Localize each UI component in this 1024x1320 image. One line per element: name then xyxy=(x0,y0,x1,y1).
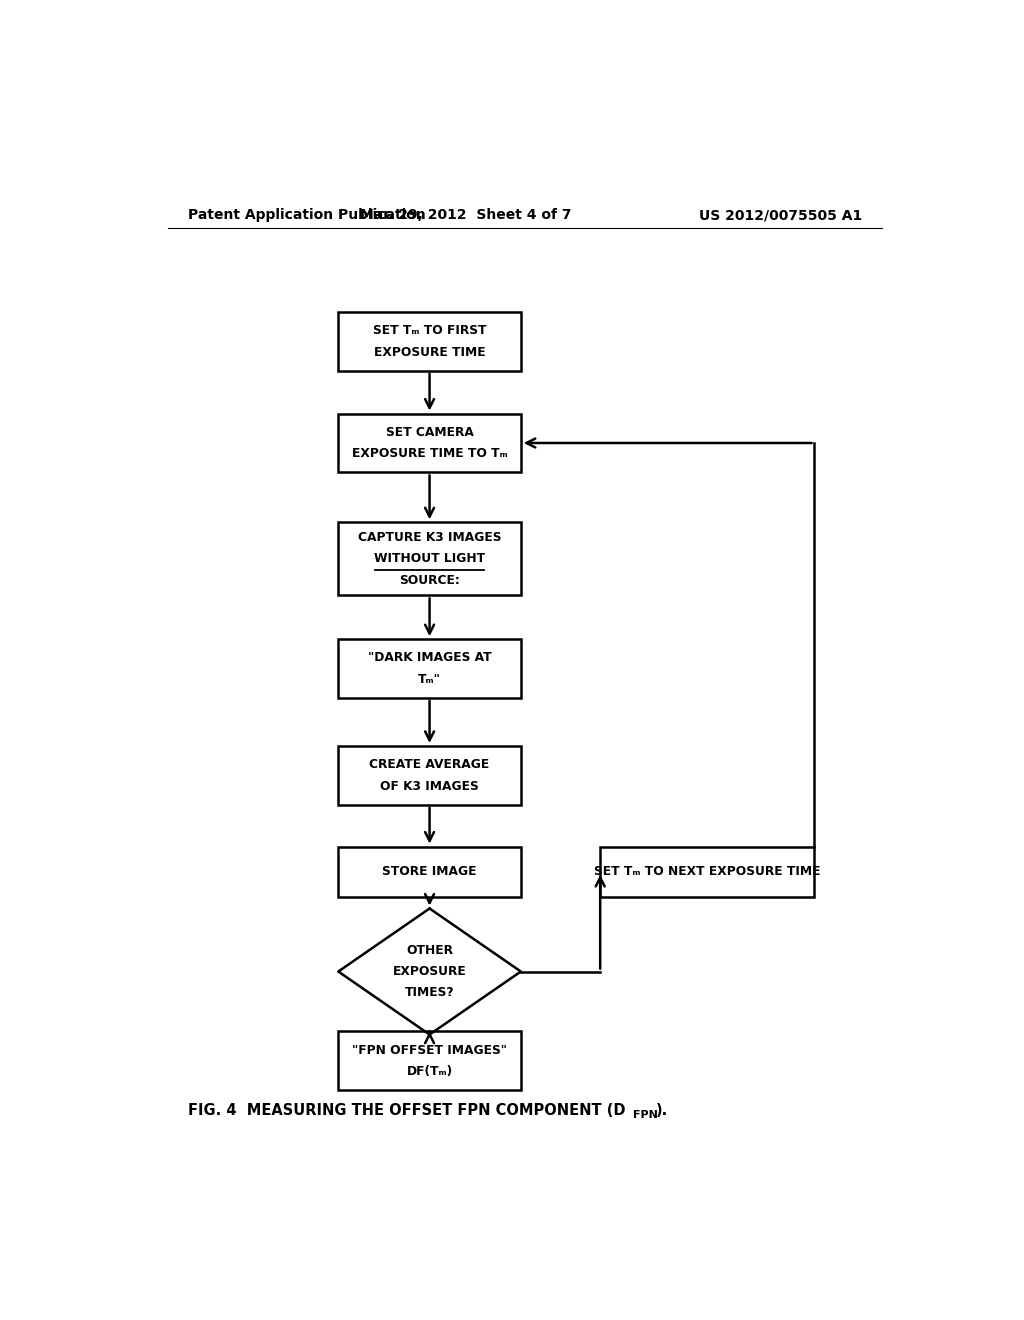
Text: SET Tₘ TO FIRST: SET Tₘ TO FIRST xyxy=(373,325,486,337)
Text: Mar. 29, 2012  Sheet 4 of 7: Mar. 29, 2012 Sheet 4 of 7 xyxy=(359,209,571,222)
Text: EXPOSURE: EXPOSURE xyxy=(392,965,467,978)
Text: "DARK IMAGES AT: "DARK IMAGES AT xyxy=(368,652,492,664)
Text: SOURCE:: SOURCE: xyxy=(399,574,460,586)
Text: Patent Application Publication: Patent Application Publication xyxy=(187,209,425,222)
Bar xyxy=(338,846,521,898)
Text: "FPN OFFSET IMAGES": "FPN OFFSET IMAGES" xyxy=(352,1044,507,1057)
Bar xyxy=(338,1031,521,1090)
Bar xyxy=(600,846,814,898)
Text: ).: ). xyxy=(655,1104,668,1118)
Text: DF(Tₘ): DF(Tₘ) xyxy=(407,1065,453,1078)
Text: CAPTURE K3 IMAGES: CAPTURE K3 IMAGES xyxy=(357,531,502,544)
Text: EXPOSURE TIME: EXPOSURE TIME xyxy=(374,346,485,359)
Text: SET Tₘ TO NEXT EXPOSURE TIME: SET Tₘ TO NEXT EXPOSURE TIME xyxy=(594,866,820,878)
Bar xyxy=(338,639,521,698)
Polygon shape xyxy=(338,908,521,1035)
Text: CREATE AVERAGE: CREATE AVERAGE xyxy=(370,758,489,771)
Text: FPN: FPN xyxy=(633,1110,657,1119)
Bar xyxy=(338,312,521,371)
Bar xyxy=(338,413,521,473)
Text: WITHOUT LIGHT: WITHOUT LIGHT xyxy=(374,552,485,565)
Text: FIG. 4  MEASURING THE OFFSET FPN COMPONENT (D: FIG. 4 MEASURING THE OFFSET FPN COMPONEN… xyxy=(187,1104,625,1118)
Text: Tₘ": Tₘ" xyxy=(418,673,441,686)
Text: OF K3 IMAGES: OF K3 IMAGES xyxy=(380,780,479,792)
Text: STORE IMAGE: STORE IMAGE xyxy=(382,866,477,878)
Bar xyxy=(338,523,521,595)
Text: TIMES?: TIMES? xyxy=(404,986,455,999)
Text: OTHER: OTHER xyxy=(407,944,453,957)
Text: EXPOSURE TIME TO Tₘ: EXPOSURE TIME TO Tₘ xyxy=(351,447,508,461)
Text: SET CAMERA: SET CAMERA xyxy=(386,426,473,438)
Bar xyxy=(338,746,521,805)
Text: US 2012/0075505 A1: US 2012/0075505 A1 xyxy=(698,209,862,222)
